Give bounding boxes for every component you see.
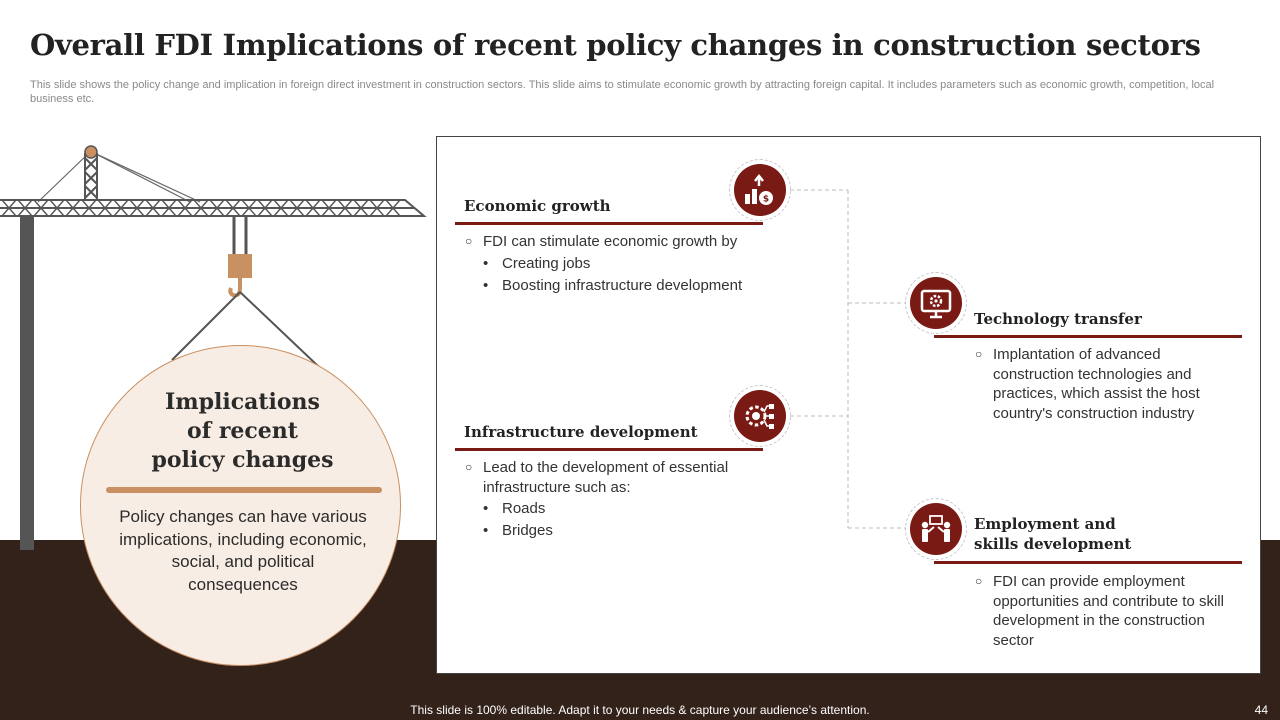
- circle-bullet-icon: ○: [465, 234, 473, 248]
- employment-title-line: Employment and: [974, 515, 1116, 533]
- technology-rule: [934, 335, 1242, 338]
- list-item: • Roads: [483, 498, 546, 519]
- center-heading-line: policy changes: [151, 447, 334, 473]
- monitor-gear-icon: [920, 289, 952, 319]
- list-item: • Boosting infrastructure development: [483, 275, 743, 296]
- people-board-icon: [921, 515, 951, 542]
- list-item: • Creating jobs: [483, 253, 591, 274]
- list-item-text: Creating jobs: [502, 255, 591, 272]
- circle-bullet-icon: ○: [465, 460, 473, 474]
- economic-growth-main-text: FDI can stimulate economic growth by: [483, 233, 738, 250]
- list-item-text: Roads: [502, 500, 546, 517]
- employment-main-text: FDI can provide employment opportunities…: [993, 573, 1224, 649]
- center-divider: [106, 487, 382, 493]
- circle-bullet-icon: ○: [975, 347, 983, 361]
- implications-panel: [436, 136, 1261, 674]
- economic-growth-title: Economic growth: [464, 197, 611, 215]
- economic-growth-main-point: ○ FDI can stimulate economic growth by: [465, 232, 773, 252]
- footer-note: This slide is 100% editable. Adapt it to…: [410, 703, 870, 717]
- list-item-text: Boosting infrastructure development: [502, 277, 743, 294]
- slide-subtitle: This slide shows the policy change and i…: [30, 79, 1215, 105]
- employment-rule: [934, 561, 1242, 564]
- circle-bullet-icon: ○: [975, 574, 983, 588]
- list-item: • Bridges: [483, 520, 553, 541]
- center-circle: [80, 345, 401, 666]
- infrastructure-rule: [455, 448, 763, 451]
- infrastructure-title: Infrastructure development: [464, 423, 698, 441]
- dot-bullet-icon: •: [483, 255, 489, 272]
- employment-main-point: ○ FDI can provide employment opportunitie…: [975, 572, 1228, 650]
- infrastructure-main-text: Lead to the development of essential inf…: [483, 459, 729, 496]
- technology-main-point: ○ Implantation of advanced construction t…: [975, 345, 1228, 423]
- center-heading-line: Implications: [165, 389, 320, 415]
- growth-money-icon: $: [745, 173, 773, 205]
- svg-text:$: $: [763, 195, 769, 205]
- center-heading: Implications of recent policy changes: [130, 388, 355, 475]
- slide-title: Overall FDI Implications of recent polic…: [30, 28, 1201, 62]
- economic-growth-icon-badge: $: [729, 159, 791, 221]
- employment-title-line: skills development: [974, 535, 1132, 553]
- gear-network-icon: [745, 404, 774, 429]
- list-item-text: Bridges: [502, 522, 553, 539]
- dot-bullet-icon: •: [483, 500, 489, 517]
- center-heading-line: of recent: [187, 418, 298, 444]
- technology-main-text: Implantation of advanced construction te…: [993, 346, 1200, 422]
- employment-title: Employment and skills development: [974, 514, 1131, 554]
- technology-icon-badge: [905, 272, 967, 334]
- crane-illustration: [0, 145, 427, 550]
- employment-icon-badge: [905, 498, 967, 560]
- dot-bullet-icon: •: [483, 277, 489, 294]
- infrastructure-main-point: ○ Lead to the development of essential in…: [465, 458, 758, 497]
- page-number: 44: [1254, 703, 1268, 717]
- center-description: Policy changes can have various implicat…: [119, 507, 367, 594]
- technology-title: Technology transfer: [974, 310, 1142, 328]
- infrastructure-icon-badge: [729, 385, 791, 447]
- dot-bullet-icon: •: [483, 522, 489, 539]
- economic-growth-rule: [455, 222, 763, 225]
